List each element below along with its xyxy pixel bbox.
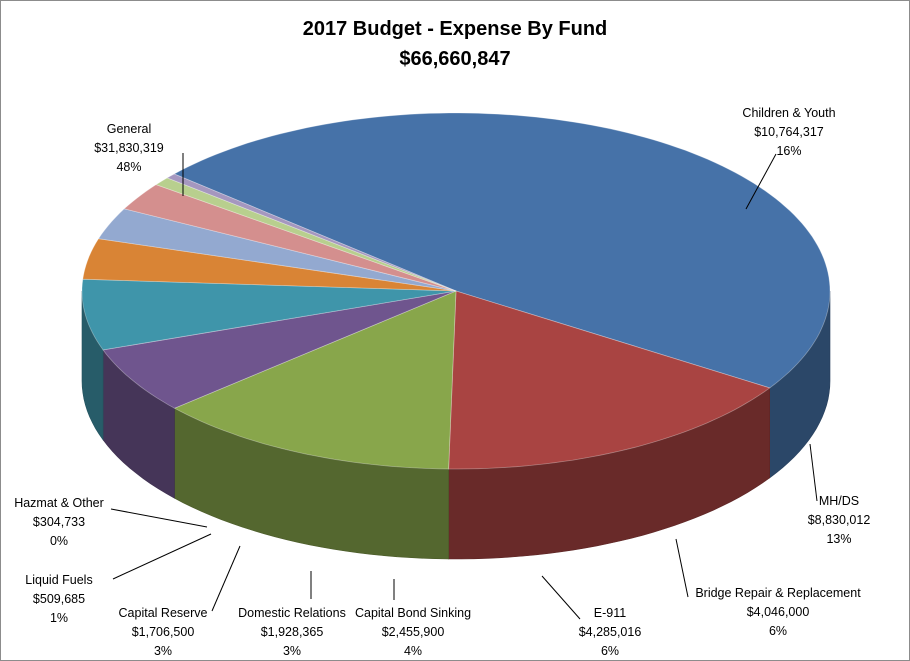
slice-value: $8,830,012 [808,513,871,527]
slice-label-domestic-relations: Domestic Relations $1,928,365 3% [238,571,346,658]
slice-percent: 13% [826,532,851,546]
slice-label-children-and-youth: Children & Youth $10,764,317 16% [742,106,836,210]
slice-label-bridge-repair-and-replacement: Bridge Repair & Replacement $4,046,000 6% [675,538,861,638]
slice-percent: 0% [50,534,68,548]
leader-line [745,153,777,210]
slice-value: $4,046,000 [747,605,810,619]
slice-e-911 [81,278,457,351]
slice-value: $31,830,319 [94,141,164,155]
slice-name: Hazmat & Other [14,496,104,510]
leader-line [809,443,818,502]
slice-percent: 1% [50,611,68,625]
slice-value: $509,685 [33,592,85,606]
slice-label-capital-reserve: Capital Reserve $1,706,500 3% [119,545,241,658]
slice-percent: 16% [776,144,801,158]
slice-label-liquid-fuels: Liquid Fuels $509,685 1% [25,533,212,625]
slice-domestic-relations [97,208,457,292]
chart-title: 2017 Budget - Expense By Fund [303,18,608,40]
slice-labels: General $31,830,319 48% Children & Youth $10… [14,106,870,658]
slice-value: $1,706,500 [132,625,195,639]
slice-label-e-911: E-911 $4,285,016 6% [541,575,642,658]
slice-value: $10,764,317 [754,125,824,139]
slice-name: Children & Youth [742,106,835,120]
chart-subtitle: $66,660,847 [399,48,510,70]
slice-label-mh-ds: MH/DS $8,830,012 13% [808,443,871,546]
slice-name: E-911 [594,606,626,620]
slice-value: $304,733 [33,515,85,529]
slice-name: Liquid Fuels [25,573,92,587]
leader-line [541,575,581,620]
pie-sides [81,290,831,560]
slice-general [173,112,831,389]
slice-name: Capital Bond Sinking [355,606,471,620]
slice-name: Bridge Repair & Replacement [695,586,861,600]
slice-percent: 3% [283,644,301,658]
pie-slices [81,112,831,470]
slice-liquid-fuels [155,177,457,292]
slice-name: MH/DS [819,494,859,508]
slice-label-hazmat-and-other: Hazmat & Other $304,733 0% [14,496,208,548]
leader-line [112,533,212,580]
slice-value: $1,928,365 [261,625,324,639]
slice-percent: 4% [404,644,422,658]
slice-label-general: General $31,830,319 48% [94,122,184,196]
slice-capital-bond-sinking [82,238,457,292]
slice-bridge-repair-and-replacement [102,290,457,409]
leader-line [211,545,241,612]
slice-name: General [107,122,151,136]
slice-name: Domestic Relations [238,606,346,620]
slice-name: Capital Reserve [119,606,208,620]
slice-children-and-youth [448,290,771,470]
slice-label-capital-bond-sinking: Capital Bond Sinking $2,455,900 4% [355,579,471,658]
slice-percent: 6% [769,624,787,638]
leader-line [110,508,208,528]
slice-value: $4,285,016 [579,625,642,639]
slice-capital-reserve [123,184,457,292]
slice-value: $2,455,900 [382,625,445,639]
slice-percent: 3% [154,644,172,658]
slice-percent: 48% [116,160,141,174]
slice-percent: 6% [601,644,619,658]
slice-mh-ds [173,290,457,470]
leader-line [675,538,689,598]
slice-hazmat-and-other [166,173,457,292]
